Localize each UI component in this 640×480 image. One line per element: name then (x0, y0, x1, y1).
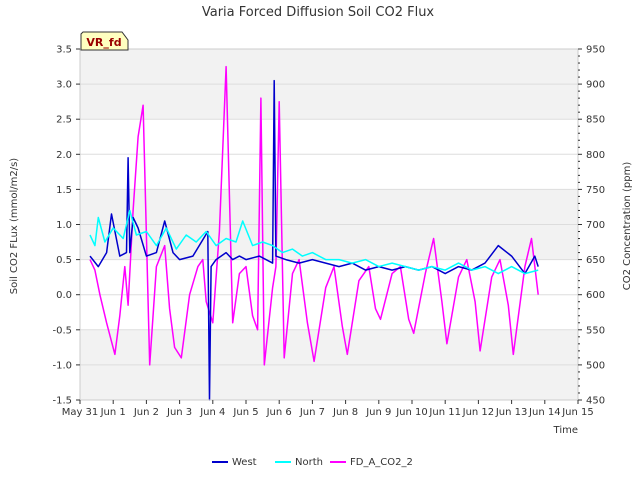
y-tick-label: 0.5 (56, 255, 72, 266)
x-tick-label: Jun 2 (133, 407, 159, 418)
plot-band (80, 49, 578, 85)
y-tick-label: -1.0 (52, 360, 72, 371)
x-tick-label: May 31 (62, 407, 99, 418)
y2-tick-label: 650 (586, 255, 605, 266)
plot-band (80, 154, 578, 190)
y2-tick-label: 850 (586, 115, 605, 126)
y-axis-label: Soil CO2 FLux (mmol/m2/s) (9, 158, 20, 295)
x-tick-label: Jun 3 (166, 407, 192, 418)
x-tick-label: Jun 14 (528, 407, 561, 418)
x-tick-label: Jun 4 (199, 407, 225, 418)
y-tick-label: 3.5 (56, 45, 72, 56)
y-tick-label: -1.5 (52, 396, 72, 407)
x-tick-label: Jun 7 (299, 407, 325, 418)
x-tick-label: Jun 6 (266, 407, 292, 418)
x-axis: May 31 Jun 1 Jun 2 Jun 3 Jun 4 Jun 5 Jun 6 Jun … (62, 400, 594, 418)
y-tick-label: 1.5 (56, 185, 72, 196)
y2-tick-label: 450 (586, 396, 605, 407)
badge-label: VR_fd (86, 36, 121, 49)
y2-tick-label: 800 (586, 150, 605, 161)
y2-tick-label: 950 (586, 45, 605, 56)
legend-label: West (232, 457, 257, 468)
x-tick-label: Jun 8 (332, 407, 358, 418)
y-tick-label: 2.5 (56, 115, 72, 126)
plot-background (80, 49, 578, 400)
x-tick-label: Jun 9 (365, 407, 391, 418)
y-tick-label: 2.0 (56, 150, 72, 161)
y2-tick-label: 500 (586, 360, 605, 371)
y2-tick-label: 750 (586, 185, 605, 196)
x-tick-label: Jun 13 (495, 407, 528, 418)
y2-tick-label: 900 (586, 80, 605, 91)
x-tick-label: Jun 12 (462, 407, 495, 418)
plot-band (80, 329, 578, 365)
y2-axis-label: CO2 Concentration (ppm) (622, 162, 633, 291)
y-axis-right: 450 500 550 600 650 700 750 800 850 900 950 (578, 45, 605, 407)
y-tick-label: -0.5 (52, 325, 72, 336)
plot-band (80, 119, 578, 155)
series-line-north (89, 209, 539, 275)
y-axis-left: -1.5 -1.0 -0.5 0.0 0.5 1.0 1.5 2.0 2.5 3.0 3.5 (52, 45, 80, 407)
plot-band (80, 259, 578, 295)
legend-label: FD_A_CO2_2 (350, 457, 413, 468)
badge-box (80, 31, 129, 51)
x-tick-label: Jun 10 (395, 407, 428, 418)
legend-label: North (295, 457, 323, 468)
series-layer (89, 65, 539, 401)
y2-tick-label: 600 (586, 290, 605, 301)
x-tick-label: Jun 15 (561, 407, 594, 418)
plot-band (80, 84, 578, 120)
plot-band (80, 189, 578, 225)
legend: West North FD_A_CO2_2 (212, 457, 413, 468)
plot-band (80, 364, 578, 400)
y2-tick-label: 700 (586, 220, 605, 231)
series-line-west (89, 79, 539, 401)
y2-tick-label: 550 (586, 325, 605, 336)
y-tick-label: 1.0 (56, 220, 72, 231)
series-line-fd-a-co2-2 (89, 65, 539, 366)
plot-band (80, 294, 578, 330)
x-tick-label: Jun 11 (428, 407, 461, 418)
x-tick-label: Jun 1 (100, 407, 126, 418)
y-tick-label: 3.0 (56, 80, 72, 91)
x-tick-label: Jun 5 (232, 407, 258, 418)
x-axis-label: Time (553, 425, 578, 436)
chart-title: Varia Forced Diffusion Soil CO2 Flux (202, 5, 435, 20)
badge: VR_fd (80, 31, 129, 51)
y-tick-label: 0.0 (56, 290, 72, 301)
